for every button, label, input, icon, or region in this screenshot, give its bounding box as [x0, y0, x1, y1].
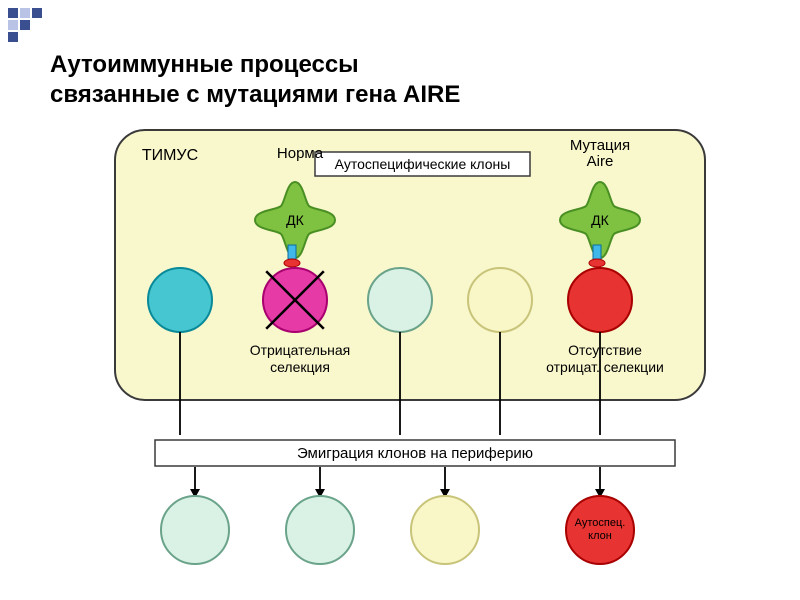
thymus-diagram: ТИМУС Аутоспецифические клоны Норма ДК Мутац…: [100, 120, 720, 580]
svg-text:Мутация: Мутация: [570, 137, 630, 154]
page-title: Аутоиммунные процессы связанные с мутаци…: [50, 50, 460, 110]
svg-text:ДК: ДК: [591, 212, 609, 228]
svg-text:Отсутствие: Отсутствие: [568, 342, 642, 358]
svg-text:Эмиграция клонов на периферию: Эмиграция клонов на периферию: [297, 445, 533, 462]
svg-text:отрицат. селекции: отрицат. селекции: [546, 359, 664, 375]
title-line1: Аутоиммунные процессы: [50, 50, 460, 80]
svg-text:Аутоспец.: Аутоспец.: [575, 517, 626, 529]
title-line2: связанные с мутациями гена AIRE: [50, 80, 460, 110]
diagram-svg: ТИМУС Аутоспецифические клоны Норма ДК Мутац…: [100, 120, 720, 580]
svg-text:Aire: Aire: [587, 153, 614, 170]
svg-text:Отрицательная: Отрицательная: [250, 342, 351, 358]
svg-text:клон: клон: [588, 530, 612, 542]
svg-text:ДК: ДК: [286, 212, 304, 228]
svg-text:ТИМУС: ТИМУС: [142, 147, 198, 164]
svg-text:Аутоспецифические клоны: Аутоспецифические клоны: [335, 156, 511, 172]
svg-text:Норма: Норма: [277, 145, 324, 162]
svg-text:селекция: селекция: [270, 359, 330, 375]
